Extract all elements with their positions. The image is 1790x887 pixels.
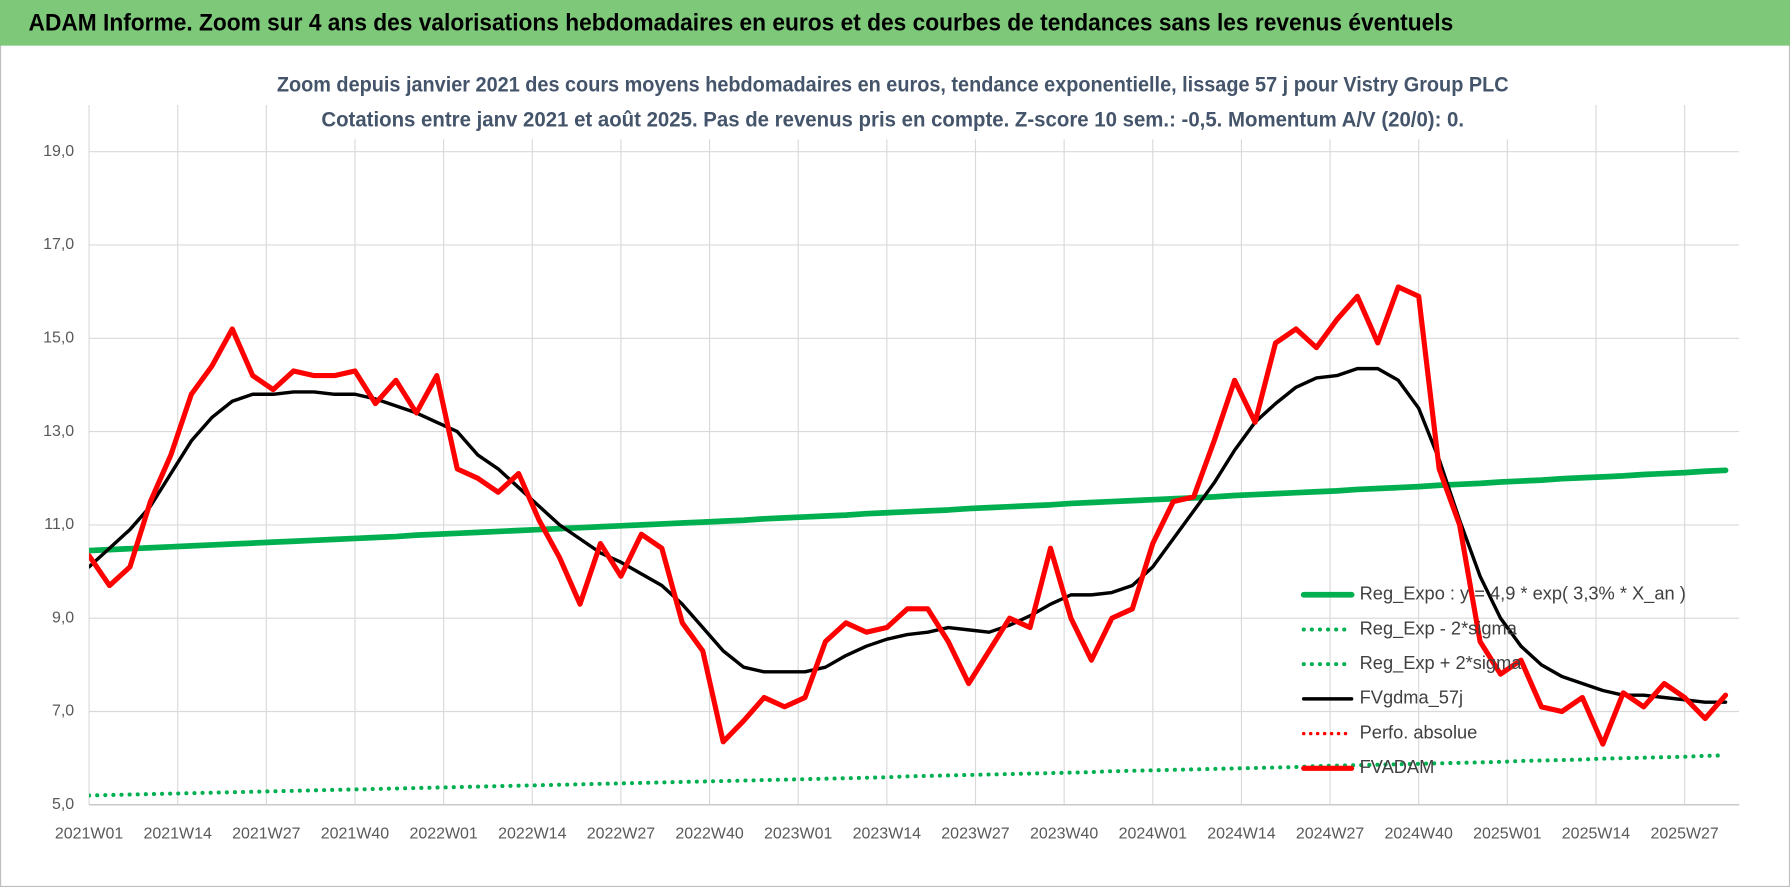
x-tick-label: 2023W27 <box>941 826 1009 843</box>
chart-title: Zoom depuis janvier 2021 des cours moyen… <box>277 71 1509 96</box>
grid: 5,0 7,0 9,0 11,0 13,0 15,0 17,0 19,0 2021W01 2021… <box>43 105 1740 843</box>
legend-label: FVADAM <box>1360 756 1435 777</box>
x-tick-label: 2025W01 <box>1473 826 1541 843</box>
x-tick-label: 2025W14 <box>1562 826 1630 843</box>
y-tick-label: 5,0 <box>52 796 74 813</box>
x-tick-label: 2021W01 <box>55 826 123 843</box>
x-tick-label: 2024W40 <box>1385 826 1453 843</box>
x-tick-label: 2024W01 <box>1119 826 1187 843</box>
x-tick-label: 2021W27 <box>232 826 300 843</box>
legend-label: Reg_Exp + 2*sigma <box>1360 652 1523 674</box>
y-tick-label: 13,0 <box>43 423 74 440</box>
series-line <box>89 284 1729 747</box>
x-tick-label: 2025W27 <box>1650 826 1718 843</box>
y-tick-label: 15,0 <box>43 330 74 347</box>
legend-label: Reg_Exp - 2*sigma <box>1360 617 1518 639</box>
y-tick-label: 19,0 <box>43 143 74 160</box>
x-tick-label: 2024W14 <box>1207 826 1275 843</box>
title-backdrop <box>269 68 1517 140</box>
x-tick-label: 2024W27 <box>1296 826 1364 843</box>
plot-lines <box>89 284 1729 798</box>
x-tick-label: 2023W01 <box>764 826 832 843</box>
x-tick-label: 2021W14 <box>144 826 212 843</box>
y-tick-label: 11,0 <box>44 516 74 533</box>
y-tick-label: 9,0 <box>52 609 74 626</box>
x-tick-label: 2023W14 <box>853 826 921 843</box>
y-tick-label: 17,0 <box>43 236 74 253</box>
header-bar <box>0 0 1790 46</box>
x-tick-label: 2022W27 <box>587 826 655 843</box>
series-line <box>89 753 1728 798</box>
chart-subtitle: Cotations entre janv 2021 et août 2025. … <box>321 107 1464 132</box>
x-tick-label: 2022W40 <box>675 826 743 843</box>
y-tick-label: 7,0 <box>52 703 74 720</box>
series-line <box>89 467 1729 554</box>
x-tick-label: 2021W40 <box>321 826 389 843</box>
x-tick-label: 2022W01 <box>409 826 477 843</box>
legend-label: FVgdma_57j <box>1360 687 1463 709</box>
legend-label: Perfo. absolue <box>1360 721 1478 742</box>
x-tick-label: 2022W14 <box>498 826 566 843</box>
x-tick-label: 2023W40 <box>1030 826 1098 843</box>
header-title: ADAM Informe. Zoom sur 4 ans des valoris… <box>29 9 1454 36</box>
legend: Reg_Expo : y = 4,9 * exp( 3,3% * X_an ) R… <box>1300 583 1686 777</box>
legend-label: Reg_Expo : y = 4,9 * exp( 3,3% * X_an ) <box>1360 583 1686 605</box>
